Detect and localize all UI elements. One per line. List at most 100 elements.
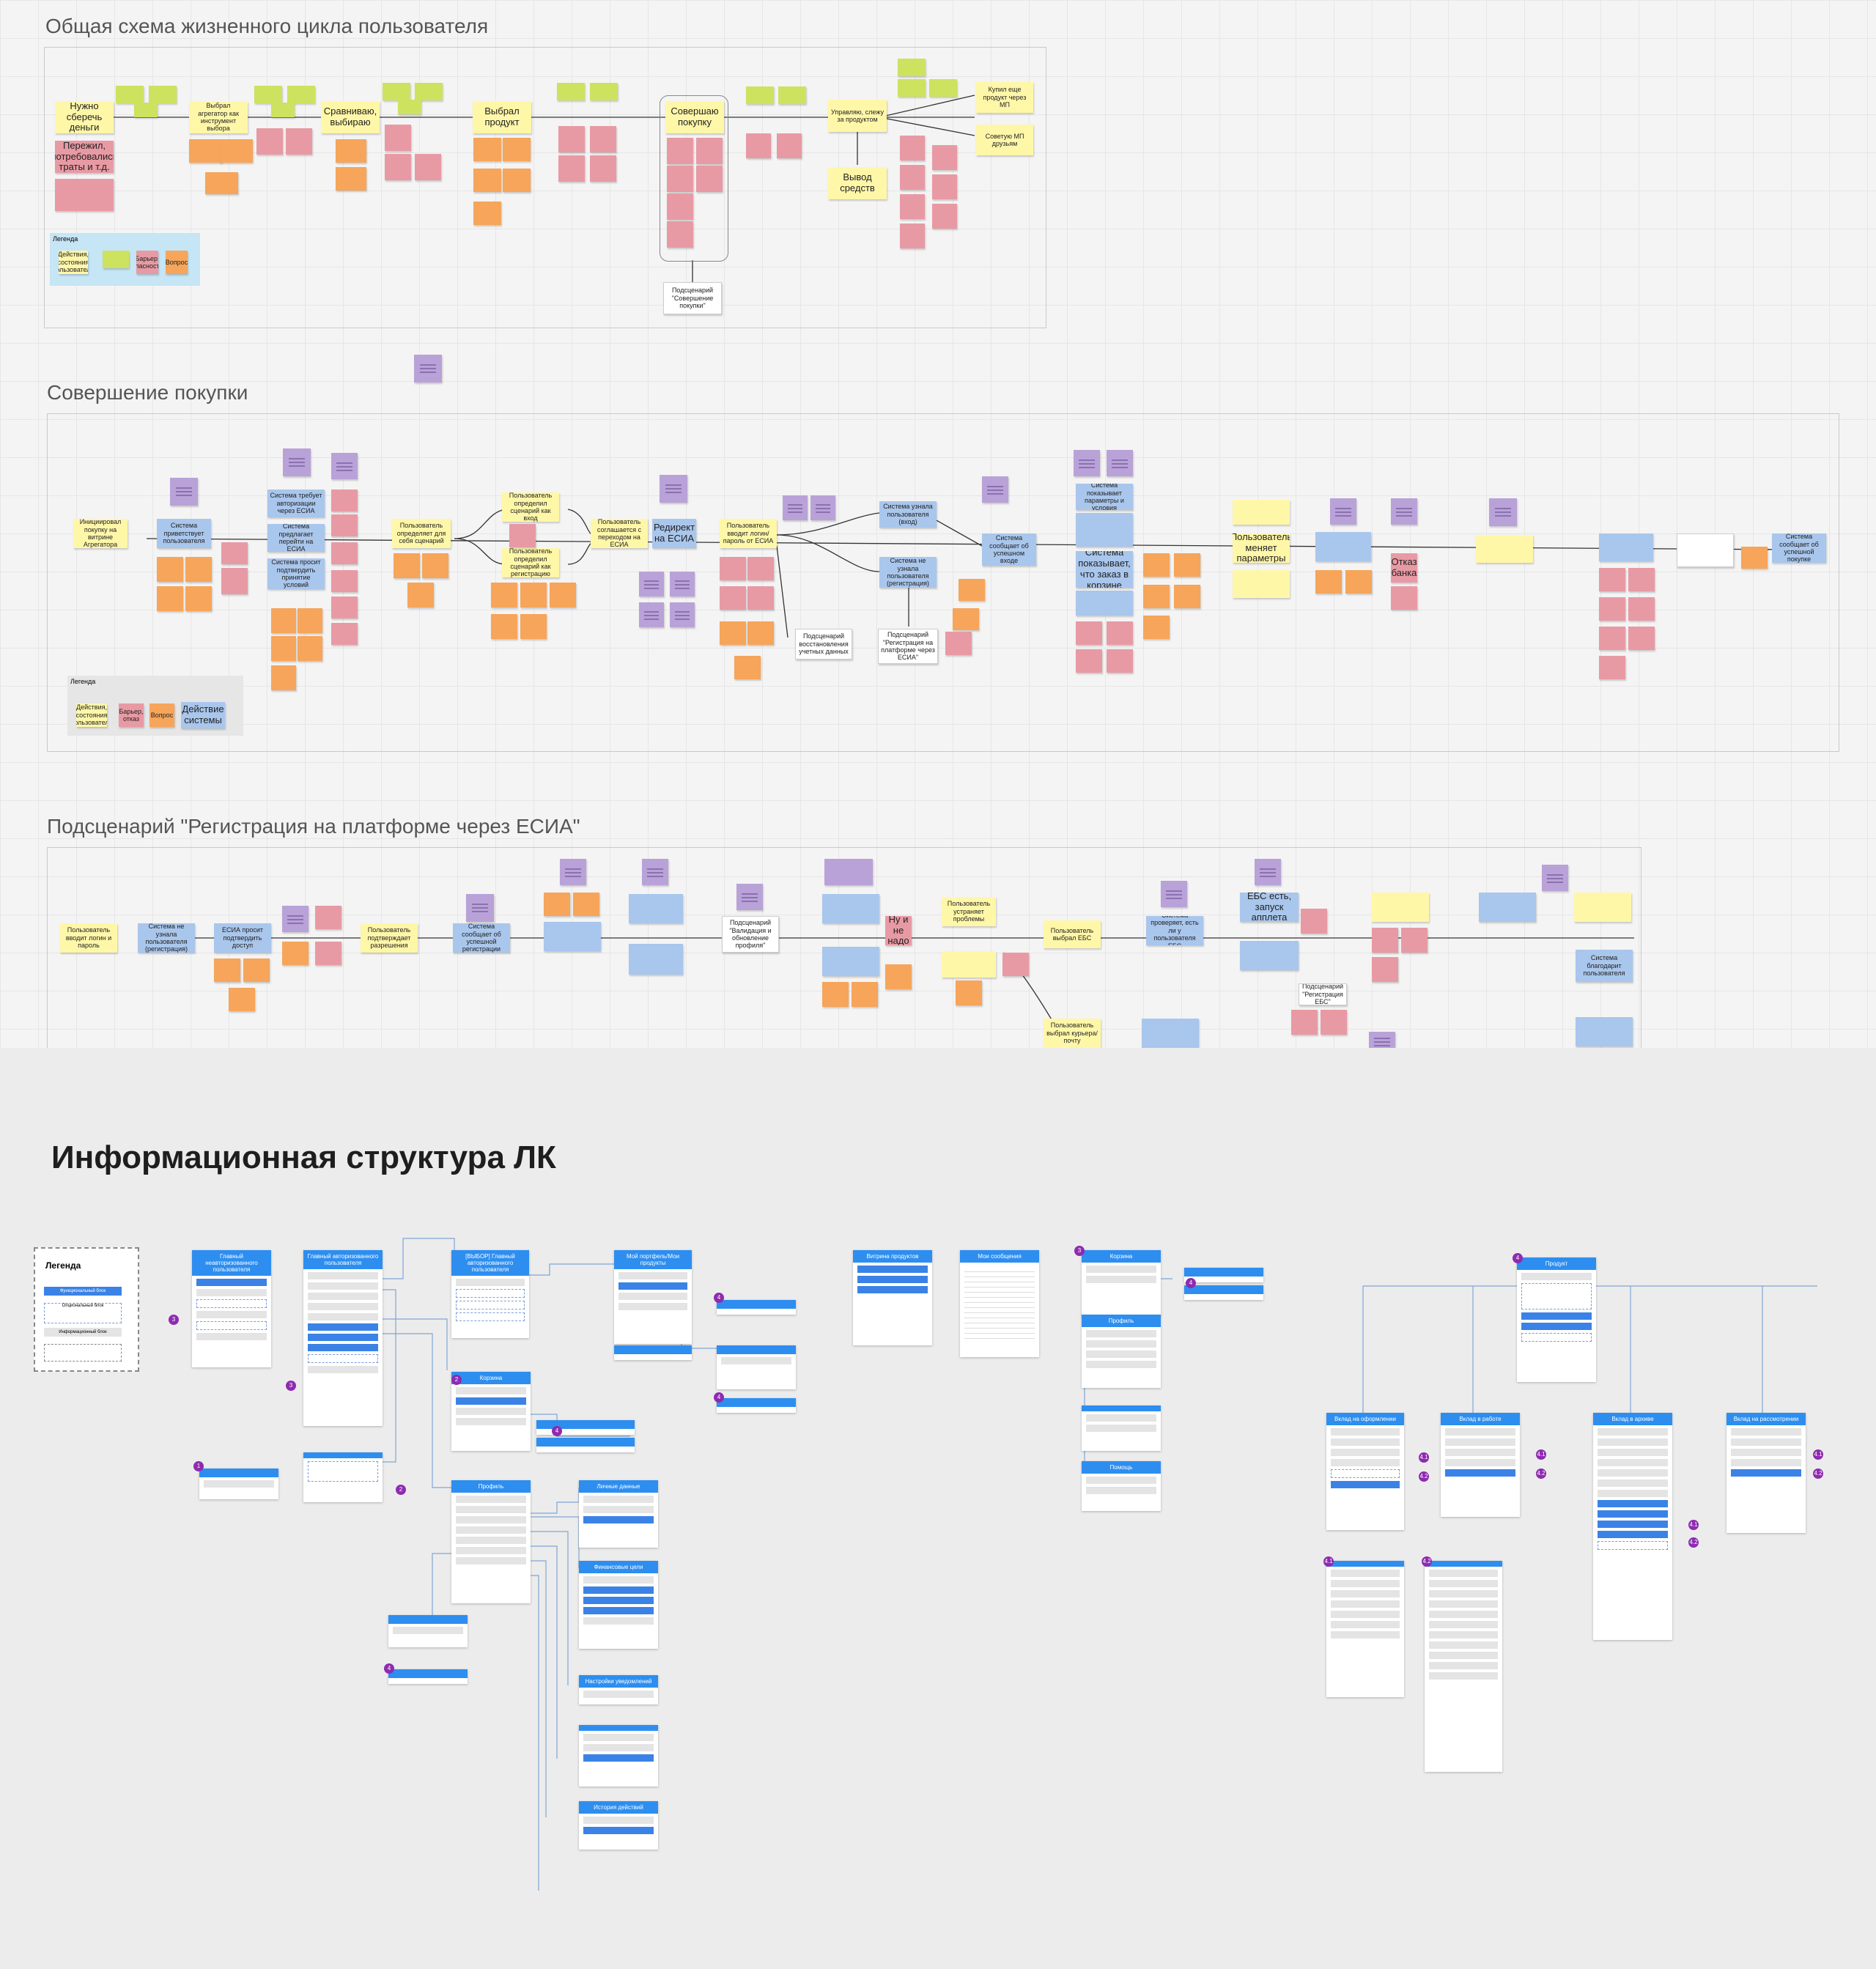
sticky-step[interactable]: Выбрал продукт <box>473 101 531 133</box>
sticky-pain[interactable] <box>1599 656 1625 679</box>
sticky-question[interactable] <box>491 614 517 639</box>
sticky-emotion[interactable] <box>415 83 443 100</box>
sticky-comment[interactable] <box>639 602 664 627</box>
sticky-question[interactable] <box>573 893 599 916</box>
sticky-emotion[interactable] <box>557 83 585 100</box>
sticky-system[interactable]: ЕСИА просит подтвердить доступ <box>214 923 271 953</box>
sticky-pain[interactable] <box>1321 1010 1347 1035</box>
sticky-step[interactable]: Советую МП друзьям <box>976 125 1033 155</box>
screen-card[interactable] <box>717 1345 796 1389</box>
sticky-comment[interactable] <box>824 859 873 885</box>
sticky-question[interactable] <box>953 608 979 630</box>
sticky-emotion[interactable] <box>383 83 410 100</box>
sticky-system[interactable] <box>1479 893 1536 922</box>
sticky-pain[interactable]: Пережил, потребовались траты и т.д. <box>55 141 114 173</box>
sticky-question[interactable] <box>1174 553 1200 577</box>
sticky-pain[interactable] <box>945 632 972 655</box>
sticky-pain[interactable] <box>385 125 411 151</box>
screen-card[interactable] <box>717 1300 796 1315</box>
sticky-pain[interactable] <box>932 174 957 199</box>
sticky-question[interactable] <box>298 636 322 661</box>
sticky-pain[interactable] <box>1628 568 1655 591</box>
sticky-comment[interactable] <box>331 453 358 479</box>
subscenario-link[interactable]: Подсценарий восстановления учетных данны… <box>795 629 852 660</box>
sticky-pain[interactable] <box>385 154 411 180</box>
sticky-pain[interactable] <box>331 623 358 645</box>
sticky-step[interactable]: Пользователь устраняет проблемы <box>942 897 996 926</box>
sticky-system[interactable] <box>1076 513 1133 547</box>
sticky-pain[interactable] <box>696 166 723 192</box>
sticky-system[interactable] <box>629 894 683 923</box>
sticky-comment[interactable] <box>639 572 664 596</box>
screen-card[interactable]: Корзина <box>451 1372 531 1451</box>
screen-card[interactable]: Главный авторизованного пользователя <box>303 1250 383 1426</box>
sticky-system[interactable]: Система показывает параметры и условия <box>1076 484 1133 510</box>
sticky-question[interactable] <box>229 988 255 1011</box>
sticky-question[interactable] <box>220 139 253 163</box>
sticky-pain[interactable] <box>1599 627 1625 650</box>
sticky-pain[interactable] <box>720 557 746 580</box>
sticky-pain[interactable] <box>286 128 312 155</box>
screen-card[interactable] <box>1184 1268 1263 1282</box>
sticky-emotion[interactable] <box>590 83 618 100</box>
sticky-question[interactable] <box>473 138 501 161</box>
sticky-pain[interactable] <box>1372 957 1398 982</box>
screen-card[interactable]: Витрина продуктов <box>853 1250 932 1345</box>
sticky-question[interactable] <box>189 139 222 163</box>
sticky-pain[interactable] <box>256 128 283 155</box>
sticky-question[interactable] <box>885 964 912 989</box>
sticky-step[interactable]: Пользователь выбрал ЕБС <box>1044 920 1101 948</box>
sticky-step[interactable]: Пользователь меняет параметры <box>1233 533 1290 563</box>
sticky-step[interactable]: Пользователь определил сценарий как реги… <box>502 548 559 577</box>
sticky-step[interactable] <box>1233 570 1290 598</box>
sticky-question[interactable] <box>734 656 761 679</box>
sticky-comment[interactable] <box>1255 859 1281 885</box>
sticky-system[interactable] <box>1599 533 1653 561</box>
sticky-emotion[interactable] <box>898 79 926 97</box>
sticky-question[interactable] <box>959 579 985 601</box>
sticky-question[interactable] <box>422 553 448 578</box>
sticky-pain[interactable] <box>1076 621 1102 645</box>
sticky-question[interactable] <box>852 982 878 1007</box>
sticky-question[interactable] <box>271 636 296 661</box>
sticky-question[interactable] <box>1741 547 1768 569</box>
sticky-question[interactable] <box>503 138 531 161</box>
sticky-step[interactable]: Пользователь выбрал курьера/почту <box>1044 1019 1101 1048</box>
sticky-step[interactable] <box>1372 893 1429 922</box>
sticky-question[interactable] <box>185 557 212 582</box>
sticky-step[interactable] <box>942 951 996 978</box>
sticky-question[interactable] <box>1174 585 1200 608</box>
screen-card[interactable]: Вклад в архиве <box>1593 1413 1672 1640</box>
screen-card[interactable]: Главный неавторизованного пользователя <box>192 1250 271 1367</box>
sticky-pain[interactable] <box>1391 586 1417 610</box>
sticky-pain[interactable] <box>331 542 358 564</box>
sticky-comment[interactable] <box>170 478 198 506</box>
sticky-question[interactable] <box>243 958 270 982</box>
sticky-system[interactable] <box>1315 532 1371 561</box>
sticky-comment[interactable] <box>1542 865 1568 891</box>
sticky-system[interactable] <box>1142 1019 1199 1048</box>
screen-card[interactable]: Помощь <box>1082 1461 1161 1511</box>
screen-card[interactable] <box>388 1669 468 1684</box>
sticky-pain[interactable] <box>932 145 957 170</box>
screen-card[interactable] <box>1082 1405 1161 1451</box>
sticky-system[interactable] <box>544 922 601 951</box>
sticky-step[interactable] <box>1476 535 1533 563</box>
sticky-pain[interactable] <box>747 557 774 580</box>
sticky-emotion[interactable] <box>287 86 315 103</box>
sticky-pain[interactable] <box>221 568 248 594</box>
screen-card[interactable] <box>579 1725 658 1787</box>
sticky-pain[interactable] <box>900 165 925 190</box>
sticky-system[interactable] <box>822 947 879 976</box>
sticky-pain[interactable] <box>720 586 746 610</box>
sticky-system[interactable] <box>822 894 879 923</box>
sticky-question[interactable] <box>550 583 576 607</box>
subscenario-link[interactable]: Подсценарий "Валидация и обновление проф… <box>722 916 779 953</box>
sticky-step[interactable]: Пользователь вводит логин и пароль <box>60 923 117 953</box>
screen-card[interactable]: [ВЫБОР] Главный авторизованного пользова… <box>451 1250 529 1338</box>
sticky-system[interactable]: Система сообщает об успешной регистрации <box>453 923 510 953</box>
screen-card[interactable]: Вклад в работе <box>1441 1413 1520 1517</box>
sticky-pain[interactable] <box>331 596 358 618</box>
sticky-pain[interactable] <box>747 586 774 610</box>
sticky-comment[interactable] <box>1391 498 1417 525</box>
